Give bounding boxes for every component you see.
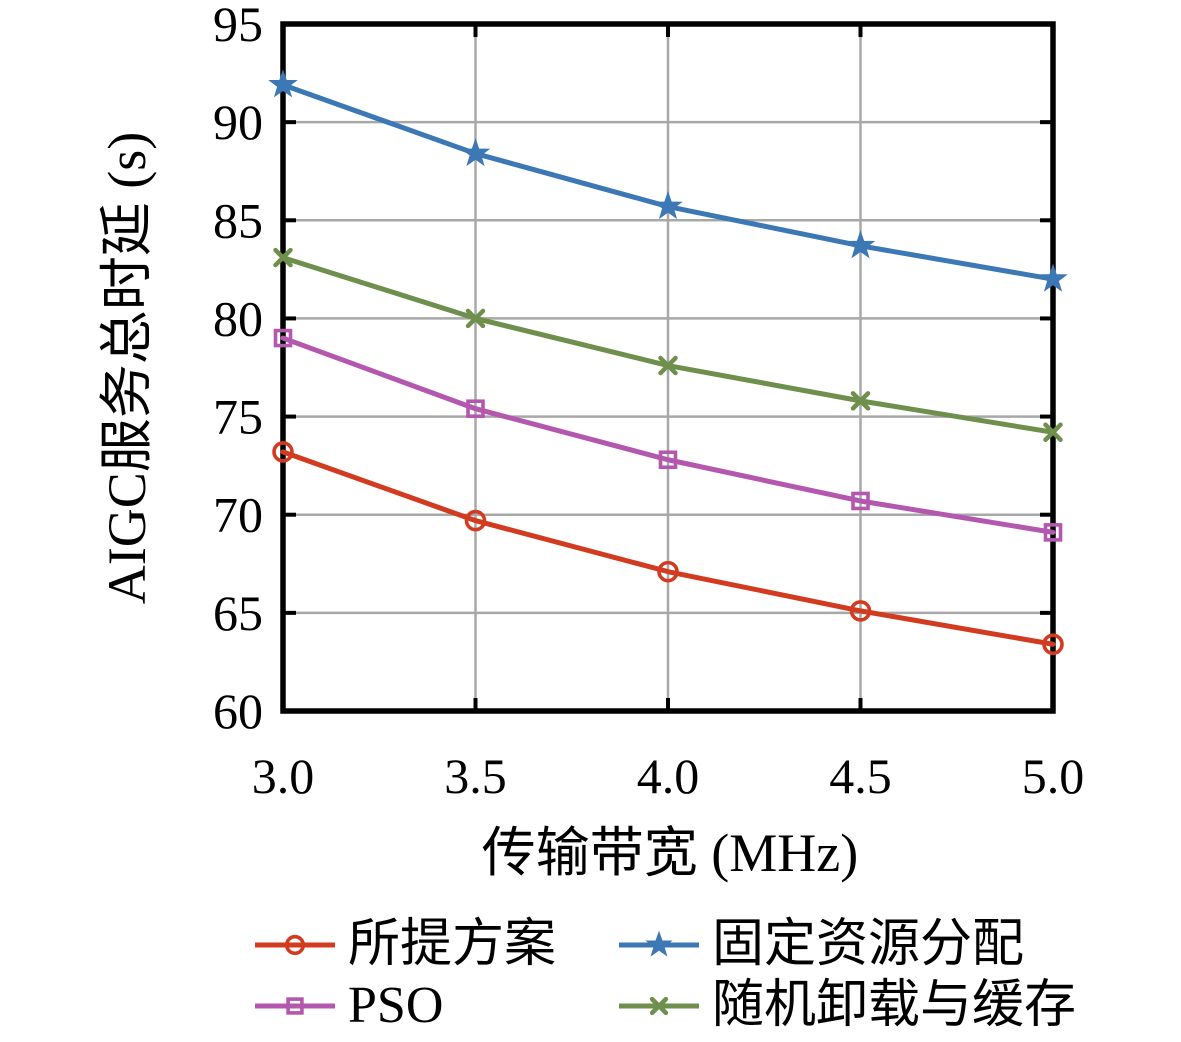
- legend-label: 所提方案: [348, 916, 557, 973]
- data-point-marker-x: [850, 391, 871, 411]
- data-point-marker-star: [268, 69, 298, 98]
- data-point-marker-star: [653, 191, 683, 220]
- x-tick-label: 4.0: [637, 748, 700, 804]
- y-tick-label: 75: [213, 389, 263, 445]
- data-point-marker-x: [1043, 422, 1063, 443]
- x-tick-label: 3.0: [252, 748, 315, 804]
- series-line: [280, 335, 1056, 535]
- series-所提方案: [272, 441, 1064, 656]
- data-point-marker-x: [273, 247, 293, 268]
- data-point-marker-circle: [272, 441, 294, 463]
- data-point-marker-square: [273, 328, 293, 348]
- data-point-marker-star: [845, 230, 876, 259]
- x-axis-title: 传输带宽 (MHz): [481, 823, 859, 883]
- data-point-marker-x: [465, 308, 486, 329]
- legend: 所提方案 固定资源分配 PSO 随机卸载与缓存: [254, 914, 1076, 1036]
- legend-marker-sample: [619, 930, 699, 957]
- legend-item: PSO: [254, 975, 618, 1036]
- data-point-marker-circle: [464, 509, 487, 532]
- data-point-marker-circle: [284, 934, 306, 955]
- data-point-marker-circle: [657, 560, 679, 583]
- data-point-marker-square: [1043, 523, 1063, 542]
- data-point-marker-star: [645, 930, 673, 957]
- data-point-marker-square: [466, 399, 485, 419]
- series-line: [280, 449, 1056, 647]
- series-固定资源分配: [268, 69, 1068, 292]
- legend-marker-sample: [255, 996, 335, 1015]
- legend-item: 随机卸载与缓存: [618, 975, 1076, 1036]
- data-point-marker-square: [286, 996, 304, 1015]
- data-point-marker-x: [658, 355, 678, 376]
- y-tick-label: 90: [213, 94, 263, 150]
- data-point-marker-square: [658, 450, 678, 470]
- legend-item: 所提方案: [254, 914, 618, 975]
- series-随机卸载与缓存: [273, 247, 1063, 443]
- legend-marker-sample: [619, 996, 699, 1015]
- y-tick-label: 85: [213, 192, 263, 248]
- y-axis-title: AIGC服务总时延 (s): [97, 131, 157, 605]
- x-tick-label: 5.0: [1022, 748, 1085, 804]
- legend-marker-sample: [255, 934, 335, 955]
- data-point-marker-circle: [1042, 633, 1064, 656]
- y-tick-label: 80: [213, 290, 263, 346]
- y-tick-label: 95: [213, 0, 263, 52]
- legend-item: 固定资源分配: [618, 914, 1076, 975]
- x-tick-label: 3.5: [444, 748, 507, 804]
- series-PSO: [273, 328, 1063, 542]
- data-point-marker-x: [649, 996, 669, 1015]
- data-point-marker-circle: [849, 600, 872, 622]
- legend-label: 随机卸载与缓存: [712, 977, 1077, 1034]
- y-tick-label: 65: [213, 585, 263, 641]
- data-point-marker-square: [851, 491, 870, 511]
- y-tick-label: 70: [213, 487, 263, 543]
- legend-label: 固定资源分配: [712, 916, 1025, 973]
- legend-label: PSO: [348, 977, 444, 1034]
- data-point-marker-star: [1038, 263, 1068, 292]
- x-tick-label: 4.5: [829, 748, 892, 804]
- y-tick-label: 60: [213, 683, 263, 739]
- data-point-marker-star: [460, 138, 491, 167]
